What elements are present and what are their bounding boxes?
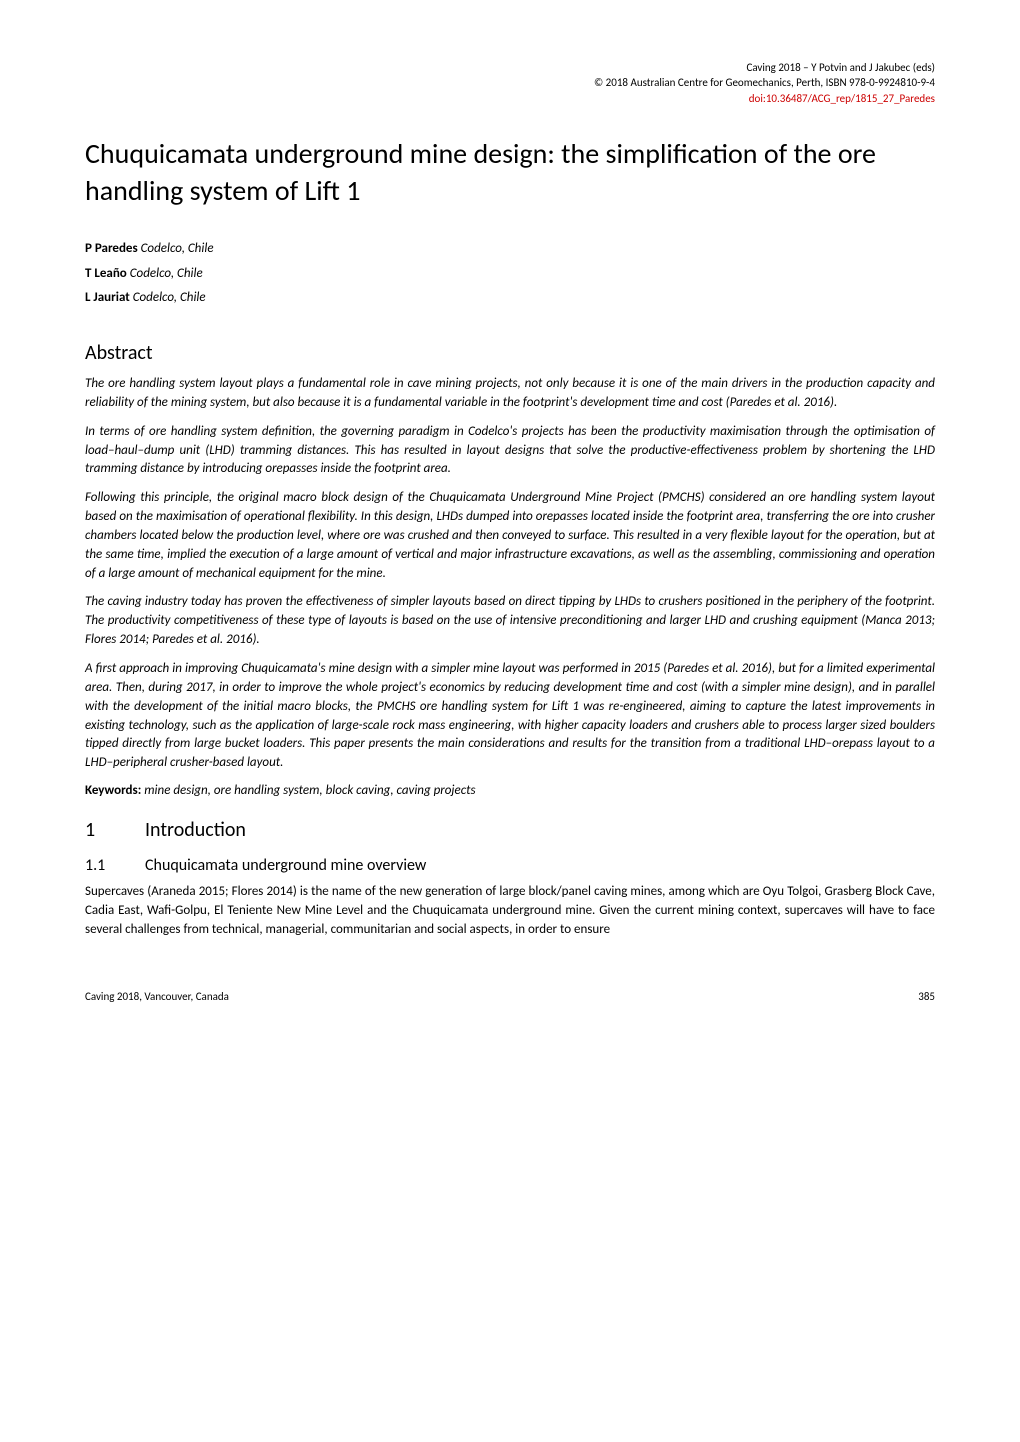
author-entry: L Jauriat Codelco, Chile — [85, 286, 935, 311]
author-affiliation: Codelco, Chile — [130, 266, 203, 281]
subsection-number: 1.1 — [85, 856, 145, 875]
author-affiliation: Codelco, Chile — [133, 290, 206, 305]
keywords-line: Keywords: mine design, ore handling syst… — [85, 783, 935, 798]
author-affiliation: Codelco, Chile — [141, 241, 214, 256]
authors-block: P Paredes Codelco, Chile T Leaño Codelco… — [85, 237, 935, 311]
section-number: 1 — [85, 818, 145, 842]
abstract-paragraph: Following this principle, the original m… — [85, 489, 935, 583]
keywords-text: mine design, ore handling system, block … — [144, 783, 475, 798]
abstract-paragraph: In terms of ore handling system definiti… — [85, 423, 935, 480]
body-paragraph: Supercaves (Araneda 2015; Flores 2014) i… — [85, 883, 935, 940]
author-entry: P Paredes Codelco, Chile — [85, 237, 935, 262]
doi-link[interactable]: doi:10.36487/ACG_rep/1815_27_Paredes — [85, 91, 935, 106]
paper-title: Chuquicamata underground mine design: th… — [85, 136, 935, 209]
section-1-heading: 1 Introduction — [85, 818, 935, 842]
abstract-paragraph: A first approach in improving Chuquicama… — [85, 660, 935, 773]
author-name: P Paredes — [85, 241, 138, 256]
abstract-paragraph: The caving industry today has proven the… — [85, 593, 935, 650]
footer-venue: Caving 2018, Vancouver, Canada — [85, 990, 229, 1003]
section-title: Introduction — [145, 818, 246, 842]
author-name: L Jauriat — [85, 290, 130, 305]
author-entry: T Leaño Codelco, Chile — [85, 262, 935, 287]
header-line-2: © 2018 Australian Centre for Geomechanic… — [85, 75, 935, 90]
abstract-heading: Abstract — [85, 341, 935, 365]
keywords-label: Keywords: — [85, 783, 141, 798]
header-line-1: Caving 2018 – Y Potvin and J Jakubec (ed… — [85, 60, 935, 75]
abstract-paragraph: The ore handling system layout plays a f… — [85, 375, 935, 413]
footer-page-number: 385 — [918, 990, 935, 1003]
subsection-title: Chuquicamata underground mine overview — [145, 856, 426, 875]
page-footer: Caving 2018, Vancouver, Canada 385 — [85, 990, 935, 1003]
section-1-1-heading: 1.1 Chuquicamata underground mine overvi… — [85, 856, 935, 875]
author-name: T Leaño — [85, 266, 127, 281]
publication-header: Caving 2018 – Y Potvin and J Jakubec (ed… — [85, 60, 935, 106]
